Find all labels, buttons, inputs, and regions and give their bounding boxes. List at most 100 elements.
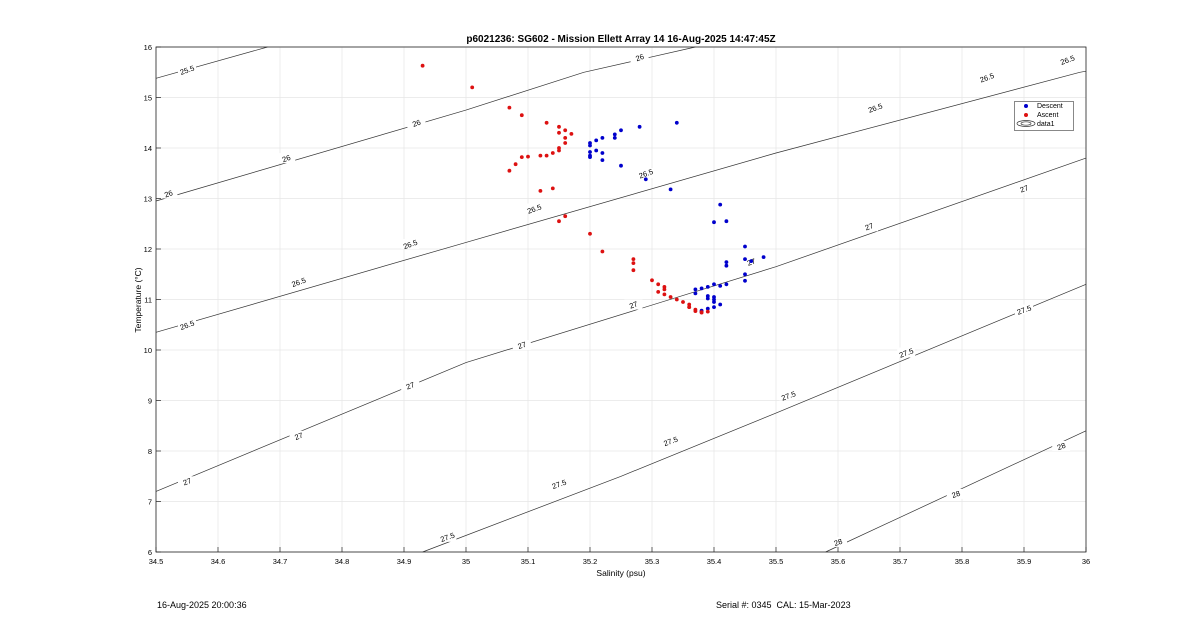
ascent-point	[519, 155, 524, 160]
contour-label-bg	[178, 476, 196, 487]
y-tick-label: 6	[148, 548, 152, 557]
ascent-point	[693, 309, 698, 313]
descent-point	[693, 287, 698, 292]
contour-label-bg	[438, 531, 457, 542]
ascent-point	[687, 305, 692, 309]
x-tick-label: 35.8	[955, 557, 970, 566]
density-contour-27	[155, 157, 1087, 492]
x-tick-label: 34.5	[149, 557, 164, 566]
footer-timestamp: 16-Aug-2025 20:00:36	[157, 600, 247, 610]
contour-label: 26	[163, 188, 174, 199]
y-tick-label: 14	[144, 144, 152, 153]
x-tick-label: 35.7	[893, 557, 908, 566]
contour-label-bg	[977, 72, 996, 83]
chart-title: p6021236: SG602 - Mission Ellett Array 1…	[466, 34, 775, 45]
descent-point	[643, 177, 648, 182]
contour-label: 28	[1056, 441, 1067, 452]
density-contours: 25.52626262626.526.526.526.526.526.526.5…	[155, 46, 1087, 553]
contour-label-bg	[1058, 54, 1077, 65]
x-tick-label: 34.7	[273, 557, 288, 566]
contour-label: 27	[182, 476, 193, 487]
x-tick-label: 35.4	[707, 557, 722, 566]
descent-point	[724, 219, 729, 224]
contour-label-bg	[661, 435, 680, 446]
descent-point	[612, 132, 617, 137]
ascent-point	[513, 162, 518, 167]
contour-label-bg	[407, 117, 426, 128]
descent-point	[588, 153, 592, 158]
contour-label: 27	[293, 431, 304, 442]
ascent-point	[557, 130, 561, 135]
ascent-point	[519, 113, 524, 118]
descent-point	[743, 278, 747, 283]
y-tick-label: 10	[144, 346, 152, 355]
y-tick-label: 7	[148, 498, 152, 507]
y-tick-label: 9	[148, 397, 152, 406]
ascent-point	[600, 249, 605, 254]
ascent-point	[550, 151, 555, 155]
contour-label-bg	[1015, 304, 1033, 315]
legend-label: data1	[1037, 121, 1055, 128]
descent-point	[718, 202, 723, 207]
ascent-point	[557, 124, 561, 129]
contour-label-bg	[866, 102, 885, 113]
contour-label-bg	[636, 168, 655, 179]
descent-point	[718, 284, 723, 288]
descent-point	[637, 124, 642, 129]
descent-point	[588, 141, 592, 145]
ascent-point	[631, 268, 636, 273]
contour-label-bg	[178, 319, 196, 330]
descent-point	[705, 285, 710, 289]
contour-label-bg	[630, 52, 649, 63]
descent-point	[724, 260, 729, 264]
ascent-point	[538, 153, 543, 158]
contour-label-bg	[401, 380, 420, 391]
descent-point	[705, 296, 710, 301]
descent-point	[718, 302, 723, 307]
ascent-point	[674, 297, 679, 302]
descent-point	[712, 282, 716, 287]
ascent-point	[563, 141, 568, 145]
contour-label: 28	[833, 537, 844, 548]
ascent-marker	[1024, 113, 1028, 117]
x-tick-label: 35.6	[831, 557, 846, 566]
contour-label: 26	[634, 52, 645, 63]
y-tick-label: 8	[148, 447, 152, 456]
grid-lines	[155, 46, 1087, 553]
y-tick-label: 15	[144, 94, 152, 103]
contour-label: 27	[405, 380, 416, 391]
ascent-point	[631, 261, 636, 265]
descent-point	[749, 259, 754, 263]
ascent-point	[420, 63, 425, 68]
contour-label-bg	[525, 203, 544, 214]
ascent-point	[656, 282, 661, 287]
ascent-point	[681, 300, 685, 304]
descent-point	[594, 138, 599, 143]
descent-point	[705, 306, 710, 311]
contour-label-bg	[946, 488, 965, 499]
x-tick-label: 35.9	[1017, 557, 1032, 566]
descent-point	[619, 128, 623, 133]
descent-point	[588, 150, 592, 154]
density-contour-26.5	[155, 70, 1087, 333]
descent-point	[619, 163, 623, 168]
ascent-point	[650, 278, 654, 283]
ascent-point	[507, 105, 512, 110]
ascent-point	[569, 132, 574, 136]
legend-item-ascent: Ascent	[1015, 111, 1073, 120]
x-tick-label: 34.6	[211, 557, 226, 566]
y-tick-label: 12	[144, 245, 152, 254]
ascent-point	[563, 128, 568, 133]
descent-point	[668, 187, 673, 192]
x-tick-label: 35	[462, 557, 470, 566]
descent-point	[600, 158, 605, 163]
contour-label-bg	[829, 536, 847, 547]
descent-point	[743, 244, 747, 249]
x-tick-label: 35.3	[645, 557, 660, 566]
descent-point	[712, 305, 716, 309]
contour-label-bg	[624, 299, 643, 310]
ascent-point	[544, 153, 549, 158]
descent-point	[712, 300, 716, 304]
legend-label: Descent	[1037, 103, 1063, 110]
contour-label-bg	[1015, 183, 1033, 194]
